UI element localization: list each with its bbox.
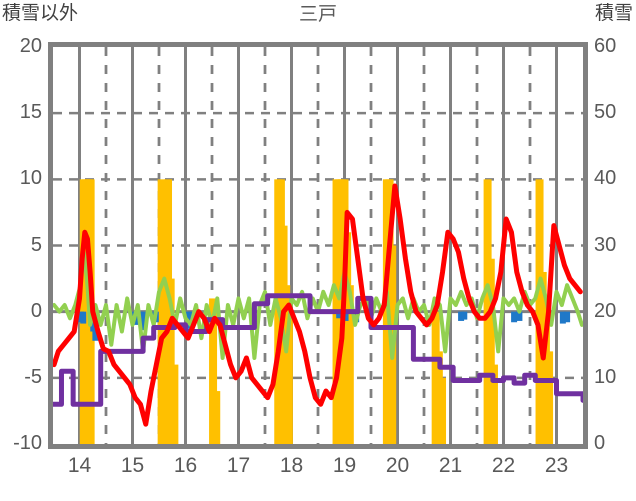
precipitation-bar [342,311,349,321]
y-axis-left-tick-label: 20 [19,35,42,57]
snow-depth-bar [170,364,179,444]
snow-depth-bar [166,278,175,444]
snow-depth-bar [284,311,293,444]
snow-depth-bar [489,364,498,444]
precipitation-bar [80,311,87,324]
snow-depth-bar [545,351,554,444]
precipitation-bar [133,311,140,325]
precipitation-bar [559,311,566,324]
precipitation-bar [461,311,468,320]
precipitation-bar [511,311,518,323]
x-axis-tick-label: 15 [120,454,145,477]
purple-reference-step-line [53,293,583,407]
x-axis-tick-label: 19 [332,454,357,477]
y-axis-right-tick-label: 50 [594,101,617,124]
red-temperature-line [53,183,583,427]
precipitation-bar [336,311,343,319]
snow-depth-bar [486,258,495,444]
precipitation-bar [516,311,523,321]
chart-title: 三戸 [298,4,337,25]
x-axis-tick-label: 18 [279,454,304,477]
left-axis-title: 積雪以外 [2,3,79,24]
y-axis-right-tick-label: 10 [594,365,617,388]
chart-svg [53,47,583,444]
snow-depth-bar [212,391,221,444]
y-axis-left-tick-label: -5 [24,365,42,388]
y-axis-left-tick-label: 0 [30,299,42,322]
x-axis-tick-label: 14 [67,454,92,477]
y-axis-right-tick-label: 60 [594,35,617,57]
snow-depth-bar [209,298,218,444]
right-axis-title: 積雪 [594,3,633,24]
x-axis-tick-label: 23 [544,454,569,477]
x-axis-tick-label: 20 [385,454,410,477]
y-axis-left-tick-label: 5 [30,233,42,256]
x-axis-tick-label: 16 [173,454,198,477]
y-axis-left-tick-label: 10 [19,167,42,190]
precipitation-bar [184,311,191,321]
precipitation-bar [140,311,147,331]
plot-inner [53,47,583,444]
x-axis-tick-label: 21 [438,454,463,477]
snow-depth-bar [345,285,354,444]
green-temperature-line [53,250,583,360]
precipitation-bar [458,311,465,321]
y-axis-right-tick-label: 20 [594,299,617,322]
snow-depth-bar [438,377,447,444]
y-axis-left-tick-label: 15 [19,101,42,124]
y-axis-right-tick-label: 40 [594,167,617,190]
x-axis-tick-label: 17 [226,454,251,477]
precipitation-bar [564,311,571,323]
snow-depth-bar [157,179,166,444]
y-axis-right-tick-label: 0 [594,432,606,454]
plot-area [48,42,588,449]
y-axis-right-tick-label: 30 [594,233,617,256]
y-axis-left-tick-label: -10 [13,432,42,454]
x-axis-tick-label: 22 [491,454,516,477]
